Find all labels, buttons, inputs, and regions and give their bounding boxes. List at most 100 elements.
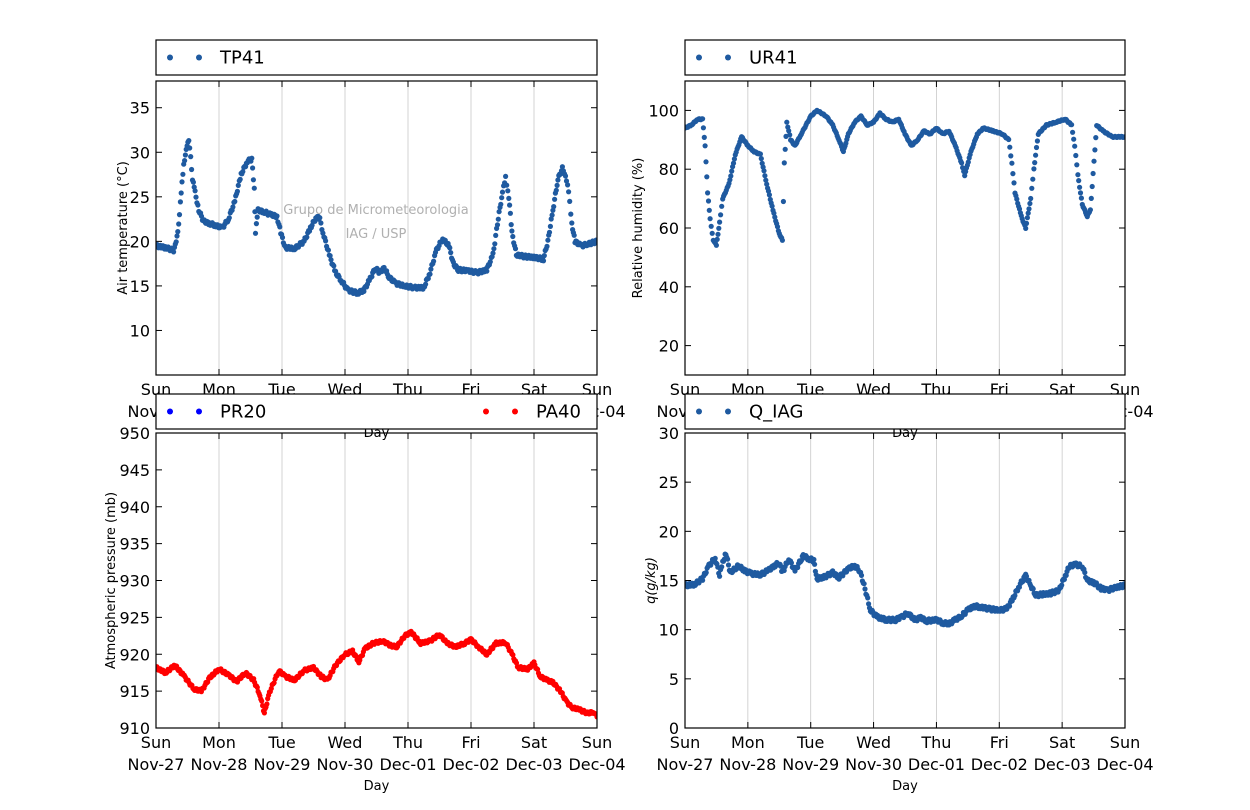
plot-frame [684, 80, 1126, 376]
plot-frame [155, 432, 598, 729]
data-point [1077, 184, 1083, 190]
data-point [866, 601, 872, 607]
x-tick-date: Dec-01 [908, 755, 965, 774]
series-points [685, 107, 1125, 248]
data-point [594, 714, 597, 720]
data-point [250, 177, 256, 183]
data-point [1023, 225, 1029, 231]
y-tick-label: 10 [659, 621, 679, 640]
chart-panel-4: Sun Nov-27 Mon Nov-28 Tue Nov-29 Wed Nov-30 Thu D… [644, 393, 1154, 794]
x-tick-day: Thu [392, 733, 423, 752]
x-axis-label: Day [892, 779, 918, 794]
data-point [1078, 195, 1084, 201]
data-point [700, 125, 707, 131]
data-point [1030, 176, 1036, 182]
data-point [226, 215, 232, 221]
data-point [325, 247, 331, 253]
data-point [1028, 195, 1034, 202]
legend-box [155, 39, 598, 76]
data-point [507, 202, 513, 208]
y-tick-label: 950 [119, 424, 150, 443]
data-point [484, 268, 490, 274]
data-point [279, 234, 286, 241]
data-point [1011, 180, 1017, 186]
legend-marker [167, 408, 173, 415]
data-point [701, 134, 707, 140]
legend: PR20 PA40 [155, 393, 598, 430]
y-tick-label: 30 [659, 424, 679, 443]
data-point [1075, 172, 1081, 178]
data-point [492, 241, 498, 247]
data-point [758, 156, 764, 162]
data-point [1032, 160, 1038, 166]
data-point [568, 211, 574, 217]
data-point [563, 178, 570, 184]
data-point [1027, 200, 1033, 207]
data-point [1122, 582, 1125, 588]
data-point [230, 204, 236, 210]
data-point [249, 155, 255, 161]
data-point [1006, 136, 1012, 143]
data-point [728, 173, 734, 179]
data-point [506, 195, 512, 201]
data-point [1088, 195, 1094, 201]
x-tick-date: Nov-27 [128, 755, 185, 774]
data-point [369, 274, 375, 280]
y-tick-label: 910 [119, 719, 150, 738]
data-point [1026, 206, 1032, 212]
watermark: Grupo de Micrometeorologia IAG / USP [283, 203, 469, 242]
data-point [713, 242, 720, 248]
series-points [156, 628, 597, 720]
data-point [1006, 603, 1013, 609]
data-point [491, 246, 497, 252]
data-point [195, 202, 201, 208]
data-point [1010, 171, 1016, 177]
data-point [551, 204, 557, 210]
data-point [546, 229, 553, 235]
data-point [188, 154, 194, 160]
legend-label: UR41 [749, 48, 798, 69]
legend-marker [725, 408, 731, 415]
data-point [569, 220, 575, 226]
data-point [778, 563, 784, 569]
data-point [795, 564, 801, 571]
y-tick-label: 15 [659, 572, 679, 591]
plot-frame [155, 80, 598, 376]
y-tick-label: 80 [659, 160, 679, 179]
data-point [788, 560, 795, 566]
data-point [704, 174, 710, 180]
data-point [762, 173, 768, 179]
x-tick-date: Nov-28 [719, 755, 776, 774]
data-point [493, 232, 499, 238]
x-tick-date: Nov-27 [657, 755, 714, 774]
data-point [730, 160, 737, 166]
data-point [959, 160, 965, 166]
legend-marker [512, 408, 518, 415]
data-point [553, 187, 559, 193]
data-point [361, 288, 367, 294]
data-point [781, 160, 787, 166]
data-point [496, 209, 502, 215]
x-tick-date: Dec-03 [1034, 755, 1091, 774]
y-tick-label: 940 [119, 498, 150, 517]
data-point [1029, 185, 1035, 191]
x-tick-date: Dec-04 [1096, 755, 1153, 774]
data-point [1070, 129, 1076, 135]
data-point [187, 145, 193, 151]
data-point [544, 243, 550, 249]
data-point [317, 215, 323, 221]
data-point [725, 562, 732, 568]
legend: Q_IAG [684, 393, 1126, 430]
data-point [234, 188, 240, 194]
y-tick-label: 935 [119, 535, 150, 554]
y-tick-label: 10 [130, 321, 150, 340]
y-tick-label: 40 [659, 278, 679, 297]
x-tick-day: Tue [796, 733, 824, 752]
data-point [448, 250, 454, 256]
y-tick-label: 20 [659, 337, 679, 356]
data-point [712, 555, 718, 562]
y-tick-label: 920 [119, 645, 150, 664]
data-point [811, 556, 817, 563]
x-tick-date: Nov-28 [191, 755, 248, 774]
